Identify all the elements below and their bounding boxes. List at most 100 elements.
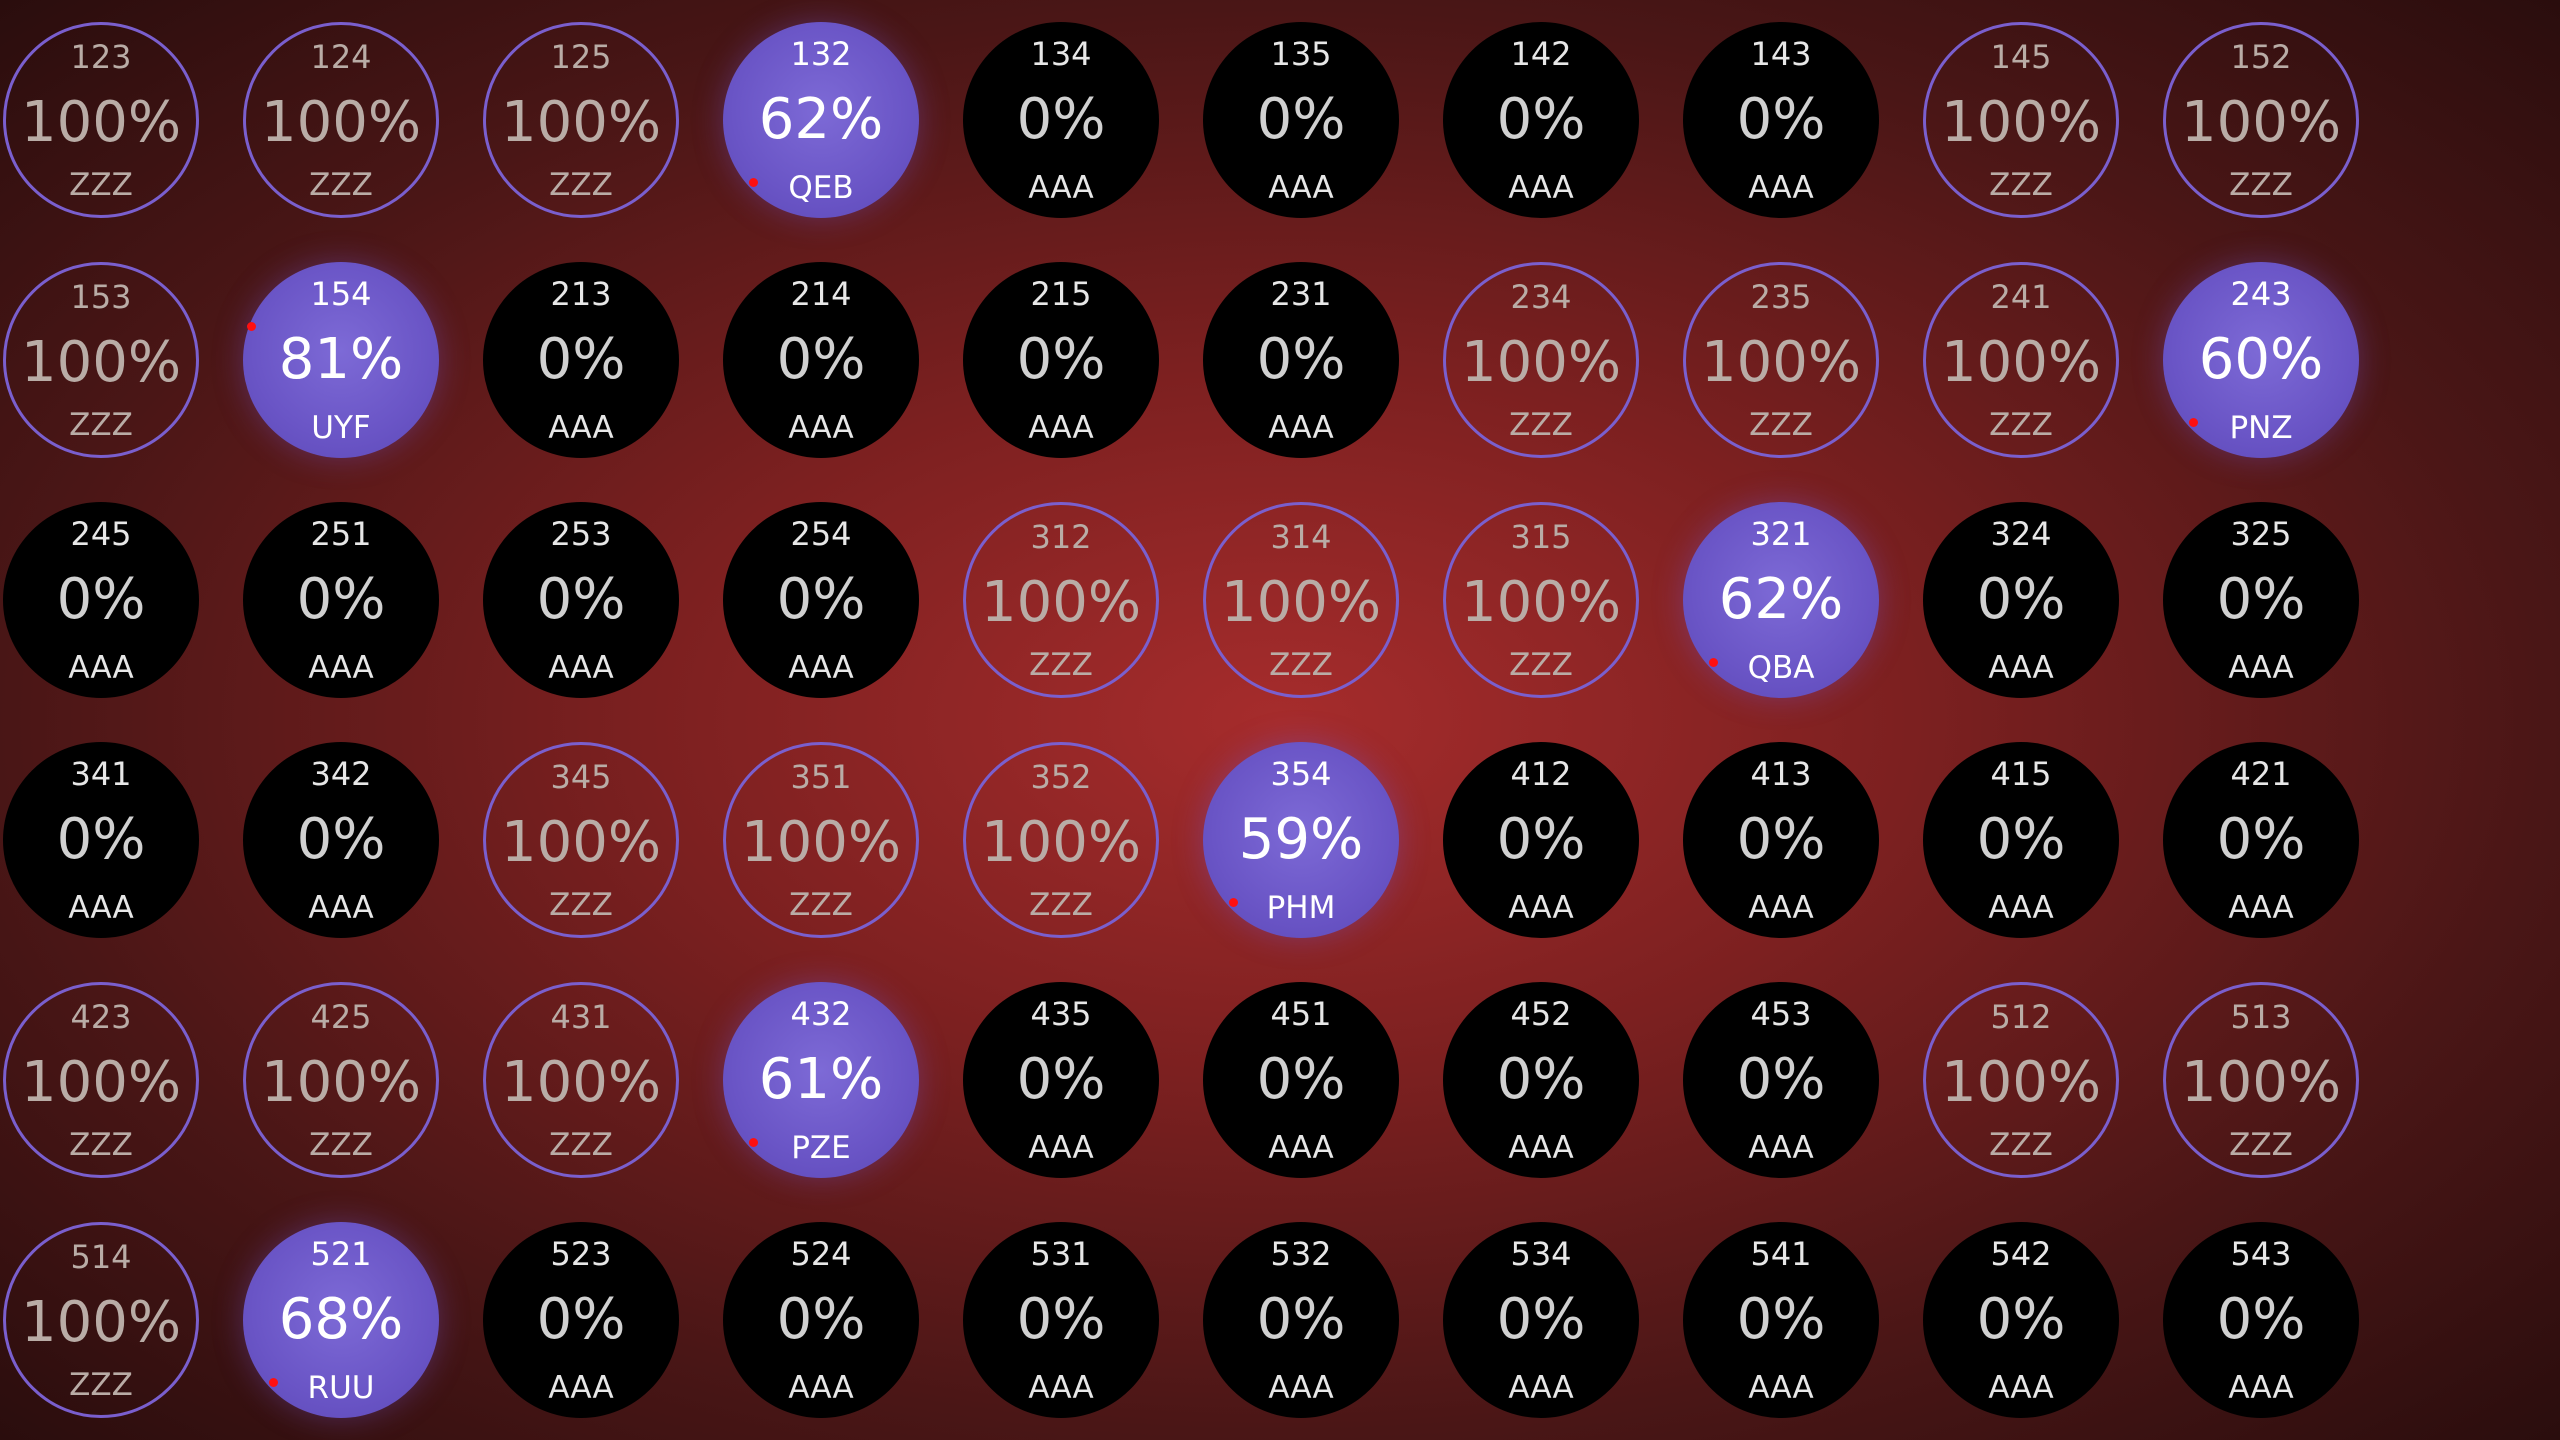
tile-214[interactable]: 214 0% AAA	[723, 262, 919, 458]
tile-351[interactable]: 351 100% ZZZ	[723, 742, 919, 938]
tile-125[interactable]: 125 100% ZZZ	[483, 22, 679, 218]
tile-percent: 81%	[278, 327, 404, 392]
tile-521[interactable]: 521 68% RUU	[243, 1222, 439, 1418]
tile-code: AAA	[1988, 1370, 2054, 1406]
tile-id: 351	[790, 758, 852, 796]
tile-id: 512	[1990, 998, 2052, 1036]
tile-152[interactable]: 152 100% ZZZ	[2163, 22, 2359, 218]
tile-321[interactable]: 321 62% QBA	[1683, 502, 1879, 698]
tile-124[interactable]: 124 100% ZZZ	[243, 22, 439, 218]
tile-425[interactable]: 425 100% ZZZ	[243, 982, 439, 1178]
tile-452[interactable]: 452 0% AAA	[1443, 982, 1639, 1178]
tile-213[interactable]: 213 0% AAA	[483, 262, 679, 458]
tile-514[interactable]: 514 100% ZZZ	[3, 1222, 199, 1418]
tile-413[interactable]: 413 0% AAA	[1683, 742, 1879, 938]
tile-id: 324	[1990, 515, 2052, 553]
tile-134[interactable]: 134 0% AAA	[963, 22, 1159, 218]
tile-153[interactable]: 153 100% ZZZ	[3, 262, 199, 458]
tile-315[interactable]: 315 100% ZZZ	[1443, 502, 1639, 698]
tile-512[interactable]: 512 100% ZZZ	[1923, 982, 2119, 1178]
tile-523[interactable]: 523 0% AAA	[483, 1222, 679, 1418]
tile-215[interactable]: 215 0% AAA	[963, 262, 1159, 458]
tile-513[interactable]: 513 100% ZZZ	[2163, 982, 2359, 1178]
tile-id: 132	[790, 35, 852, 73]
tile-id: 235	[1750, 278, 1812, 316]
tile-231[interactable]: 231 0% AAA	[1203, 262, 1399, 458]
tile-percent: 0%	[1256, 87, 1346, 152]
tile-415[interactable]: 415 0% AAA	[1923, 742, 2119, 938]
tile-234[interactable]: 234 100% ZZZ	[1443, 262, 1639, 458]
tile-345[interactable]: 345 100% ZZZ	[483, 742, 679, 938]
tile-453[interactable]: 453 0% AAA	[1683, 982, 1879, 1178]
tile-253[interactable]: 253 0% AAA	[483, 502, 679, 698]
tile-431[interactable]: 431 100% ZZZ	[483, 982, 679, 1178]
tile-245[interactable]: 245 0% AAA	[3, 502, 199, 698]
tile-254[interactable]: 254 0% AAA	[723, 502, 919, 698]
tile-154[interactable]: 154 81% UYF	[243, 262, 439, 458]
tile-241[interactable]: 241 100% ZZZ	[1923, 262, 2119, 458]
tile-145[interactable]: 145 100% ZZZ	[1923, 22, 2119, 218]
status-dot-icon	[749, 178, 758, 187]
tile-524[interactable]: 524 0% AAA	[723, 1222, 919, 1418]
tile-percent: 100%	[1700, 330, 1862, 395]
tile-code: ZZZ	[309, 167, 373, 203]
tile-code: AAA	[1748, 1370, 1814, 1406]
tile-314[interactable]: 314 100% ZZZ	[1203, 502, 1399, 698]
tile-code: ZZZ	[1989, 1127, 2053, 1163]
tile-143[interactable]: 143 0% AAA	[1683, 22, 1879, 218]
tile-code: AAA	[788, 1370, 854, 1406]
tile-id: 125	[550, 38, 612, 76]
tile-id: 513	[2230, 998, 2292, 1036]
tile-id: 152	[2230, 38, 2292, 76]
tile-235[interactable]: 235 100% ZZZ	[1683, 262, 1879, 458]
tile-142[interactable]: 142 0% AAA	[1443, 22, 1639, 218]
tile-251[interactable]: 251 0% AAA	[243, 502, 439, 698]
tile-id: 531	[1030, 1235, 1092, 1273]
tile-percent: 0%	[1016, 87, 1106, 152]
tile-341[interactable]: 341 0% AAA	[3, 742, 199, 938]
status-dot-icon	[1229, 898, 1238, 907]
tile-code: ZZZ	[69, 1367, 133, 1403]
tile-code: AAA	[1988, 650, 2054, 686]
tile-352[interactable]: 352 100% ZZZ	[963, 742, 1159, 938]
tile-percent: 100%	[1940, 1050, 2102, 1115]
tile-531[interactable]: 531 0% AAA	[963, 1222, 1159, 1418]
tile-percent: 0%	[1016, 327, 1106, 392]
tile-code: ZZZ	[309, 1127, 373, 1163]
tile-code: AAA	[1748, 890, 1814, 926]
tile-541[interactable]: 541 0% AAA	[1683, 1222, 1879, 1418]
tile-542[interactable]: 542 0% AAA	[1923, 1222, 2119, 1418]
tile-342[interactable]: 342 0% AAA	[243, 742, 439, 938]
tile-id: 451	[1270, 995, 1332, 1033]
tile-id: 524	[790, 1235, 852, 1273]
tile-code: AAA	[1988, 890, 2054, 926]
tile-543[interactable]: 543 0% AAA	[2163, 1222, 2359, 1418]
tile-id: 145	[1990, 38, 2052, 76]
tile-324[interactable]: 324 0% AAA	[1923, 502, 2119, 698]
tile-percent: 100%	[1460, 330, 1622, 395]
tile-532[interactable]: 532 0% AAA	[1203, 1222, 1399, 1418]
tile-code: AAA	[1748, 1130, 1814, 1166]
tile-percent: 0%	[1016, 1287, 1106, 1352]
tile-percent: 0%	[1496, 807, 1586, 872]
tile-123[interactable]: 123 100% ZZZ	[3, 22, 199, 218]
tile-id: 543	[2230, 1235, 2292, 1273]
tile-421[interactable]: 421 0% AAA	[2163, 742, 2359, 938]
tile-id: 435	[1030, 995, 1092, 1033]
tile-435[interactable]: 435 0% AAA	[963, 982, 1159, 1178]
tile-432[interactable]: 432 61% PZE	[723, 982, 919, 1178]
tile-312[interactable]: 312 100% ZZZ	[963, 502, 1159, 698]
tile-percent: 0%	[1976, 807, 2066, 872]
tile-percent: 100%	[500, 1050, 662, 1115]
tile-132[interactable]: 132 62% QEB	[723, 22, 919, 218]
tile-id: 312	[1030, 518, 1092, 556]
tile-534[interactable]: 534 0% AAA	[1443, 1222, 1639, 1418]
tile-423[interactable]: 423 100% ZZZ	[3, 982, 199, 1178]
tile-451[interactable]: 451 0% AAA	[1203, 982, 1399, 1178]
tile-412[interactable]: 412 0% AAA	[1443, 742, 1639, 938]
tile-243[interactable]: 243 60% PNZ	[2163, 262, 2359, 458]
tile-135[interactable]: 135 0% AAA	[1203, 22, 1399, 218]
tile-354[interactable]: 354 59% PHM	[1203, 742, 1399, 938]
tile-325[interactable]: 325 0% AAA	[2163, 502, 2359, 698]
tile-percent: 0%	[536, 567, 626, 632]
